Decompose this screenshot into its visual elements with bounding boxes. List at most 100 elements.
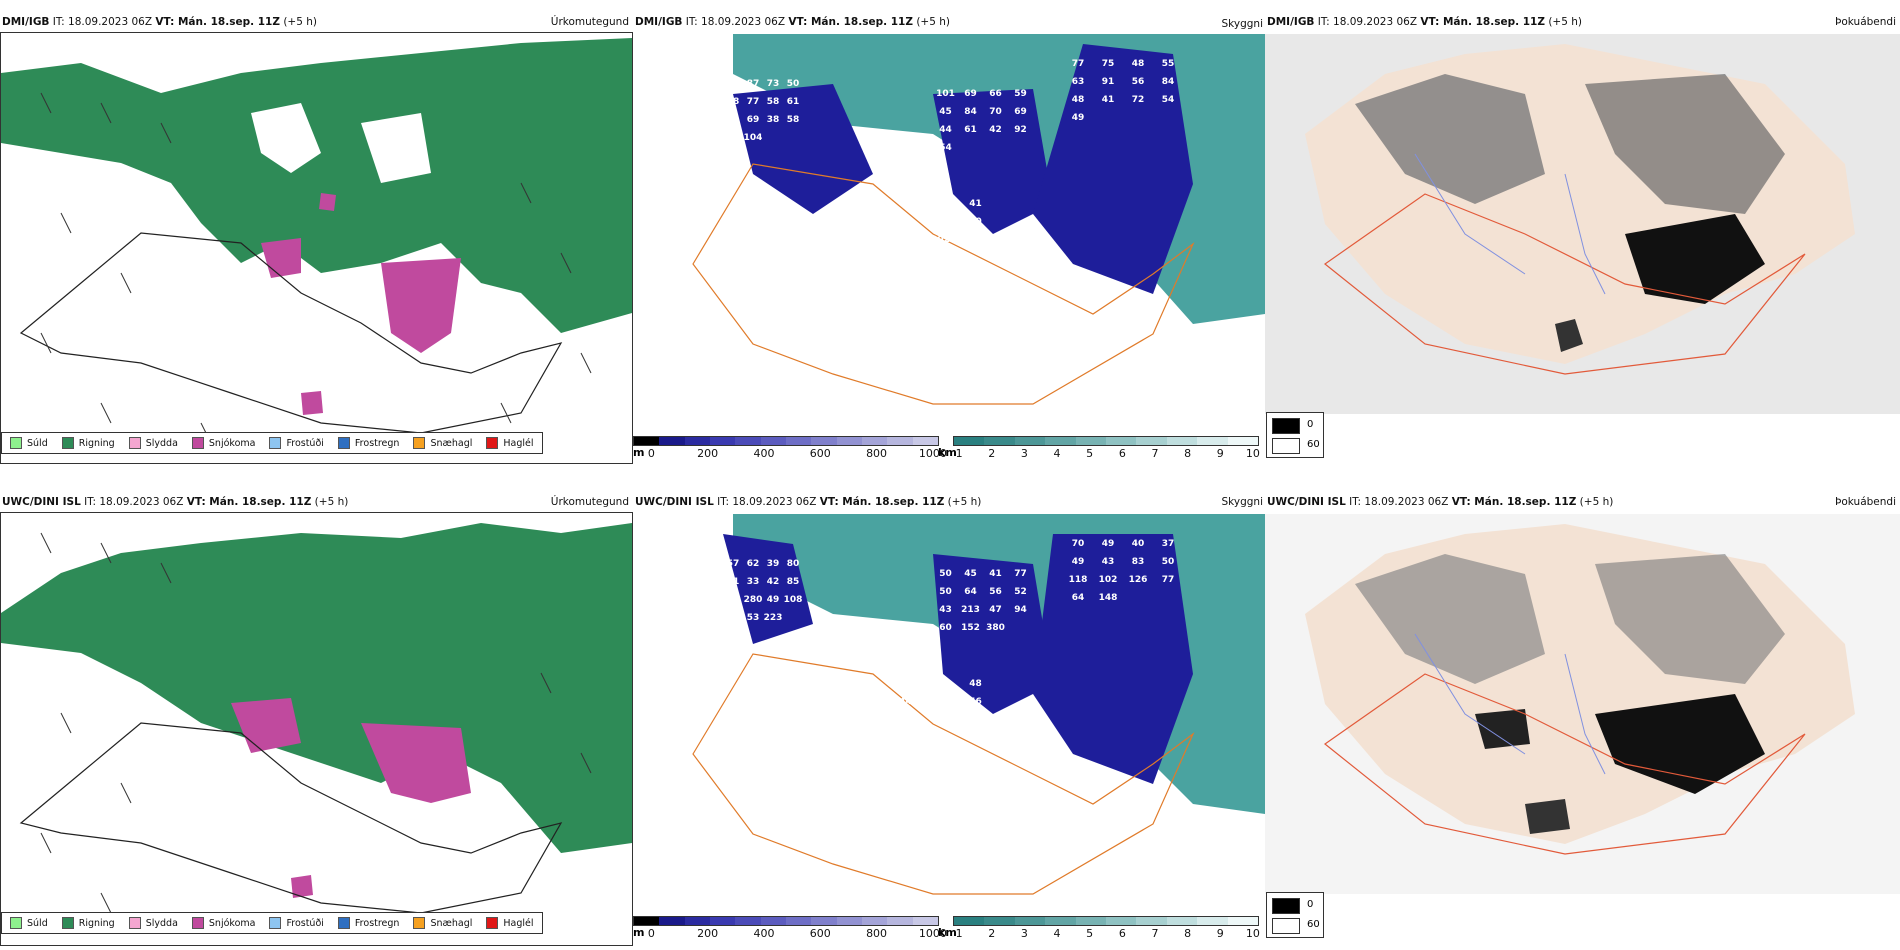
cloudbase-label: 87 [747, 79, 760, 89]
cloudbase-label: 104 [744, 133, 763, 143]
cloudbase-unit: m [633, 446, 645, 459]
legend-swatch [10, 437, 22, 449]
cloudbase-label: 92 [1014, 125, 1027, 135]
colorbar-segment [861, 437, 888, 445]
cloudbase-label: 55 [1162, 59, 1175, 69]
cloudbase-label: 42 [989, 125, 1002, 135]
cloudbase-label: 84 [934, 697, 947, 707]
colorbar-tick: 400 [753, 447, 775, 460]
colorbar-segment [912, 437, 938, 445]
cloudbase-label: 213 [961, 605, 980, 615]
legend-swatch [191, 437, 204, 449]
cloudbase-label: 362 [724, 613, 743, 623]
legend-swatch [337, 437, 350, 449]
legend-item: Rigning [61, 917, 115, 929]
cloudbase-label: 84 [964, 107, 977, 117]
cloudbase-label: 100 [724, 79, 743, 89]
colorbar-tick: 4 [1053, 927, 1061, 940]
colorbar-segment [709, 437, 736, 445]
cloudbase-colorbar: 0 200 400 600 800 1000 [633, 436, 947, 460]
cloudbase-label: 75 [1102, 59, 1115, 69]
precip-map [0, 32, 633, 464]
colorbar-segment [1166, 917, 1198, 925]
cloudbase-label: 43 [899, 679, 912, 689]
colorbar-segment [1045, 917, 1076, 925]
legend-item: Snæhagl [413, 437, 472, 449]
cloudbase-label: 48 [969, 679, 982, 689]
colorbar-segment [887, 437, 913, 445]
cloudbase-label: 66 [864, 733, 877, 743]
legend-item: Súld [10, 437, 48, 449]
cloudbase-label: 66 [727, 133, 740, 143]
cloudbase-label: 59 [969, 235, 982, 245]
cloudbase-label: 85 [787, 577, 800, 587]
cloudbase-label: 37 [1162, 539, 1175, 549]
cloudbase-label: 45 [964, 569, 977, 579]
cloudbase-label: 60 [939, 623, 952, 633]
cloudbase-label: 60 [969, 217, 982, 227]
cloudbase-label: 94 [1014, 605, 1027, 615]
colorbar-segment [1197, 917, 1228, 925]
cloudbase-label: 38 [767, 115, 780, 125]
cloudbase-label: 77 [1014, 569, 1027, 579]
colorbar-tick: 7 [1151, 447, 1159, 460]
panel-type-label: Úrkomutegund [550, 496, 629, 508]
colorbar-tick: 3 [1020, 447, 1028, 460]
cloudbase-label: 44 [899, 697, 912, 707]
colorbar-tick: 200 [697, 927, 719, 940]
precip-map [0, 512, 633, 946]
colorbar-tick: 0 [647, 927, 655, 940]
colorbar-segment [1075, 437, 1107, 445]
legend-item: Haglél [486, 437, 534, 449]
colorbar-tick: 4 [1053, 447, 1061, 460]
colorbar-segment [709, 917, 736, 925]
cloudbase-label: 59 [1014, 89, 1027, 99]
cloudbase-label: 92 [934, 199, 947, 209]
colorbar-tick: 5 [1086, 447, 1094, 460]
cloudbase-label: 56 [1132, 77, 1145, 87]
fog-panel-top: DMI/IGB IT: 18.09.2023 06Z VT: Mán. 18.s… [1265, 12, 1900, 464]
cloudbase-label: 58 [787, 115, 800, 125]
colorbar-tick: 5 [1086, 927, 1094, 940]
fog-legend-light [1272, 438, 1300, 454]
cloudbase-label: 61 [964, 125, 977, 135]
cloudbase-label: 41 [1102, 95, 1115, 105]
legend-swatch [61, 917, 74, 929]
colorbar-tick: 200 [697, 447, 719, 460]
cloudbase-label: 41 [989, 569, 1002, 579]
cloudbase-label: 50 [939, 569, 952, 579]
colorbar-segment [684, 917, 710, 925]
cloudbase-label: 44 [939, 125, 952, 135]
cloudbase-label: 69 [747, 115, 760, 125]
cloudbase-label: 84 [1162, 77, 1175, 87]
cloudbase-label: 152 [961, 623, 980, 633]
cloudbase-label: 48 [1132, 59, 1145, 69]
cloudbase-label: 50 [939, 587, 952, 597]
cloudbase-label: 39 [767, 559, 780, 569]
colorbar-tick: 6 [1118, 447, 1126, 460]
cloudbase-label: 86 [969, 715, 982, 725]
colorbar-tick: 10 [1245, 927, 1260, 940]
cloudbase-label: 61 [787, 97, 800, 107]
cloudbase-label: 33 [747, 577, 760, 587]
precip-legend: Súld Rigning Slydda Snjókoma Frostúði Fr… [1, 912, 543, 934]
colorbar-tick: 1000 [918, 927, 947, 940]
legend-item: Snæhagl [413, 917, 472, 929]
visibility-panel-bottom: UWC/DINI ISL IT: 18.09.2023 06Z VT: Mán.… [633, 492, 1265, 947]
cloudbase-label: 280 [744, 595, 763, 605]
cloudbase-label: 77 [1162, 575, 1175, 585]
cloudbase-label: 108 [784, 595, 803, 605]
cloudbase-label: 57 [727, 559, 740, 569]
fog-legend: 0 60 [1266, 412, 1324, 458]
cloudbase-label: 54 [939, 143, 952, 153]
legend-item: Frostregn [337, 437, 399, 449]
cloudbase-colorbar: 0 200 400 600 800 1000 [633, 916, 947, 940]
colorbar-segment [836, 917, 862, 925]
colorbar-tick: 7 [1151, 927, 1159, 940]
colorbar-tick: 10 [1245, 447, 1260, 460]
fog-legend-light [1272, 918, 1300, 934]
panel-header: UWC/DINI ISL IT: 18.09.2023 06Z VT: Mán.… [635, 496, 982, 508]
fog-legend-dark [1272, 898, 1300, 914]
visibility-unit: km [938, 926, 957, 939]
colorbar-tick: 8 [1184, 927, 1192, 940]
